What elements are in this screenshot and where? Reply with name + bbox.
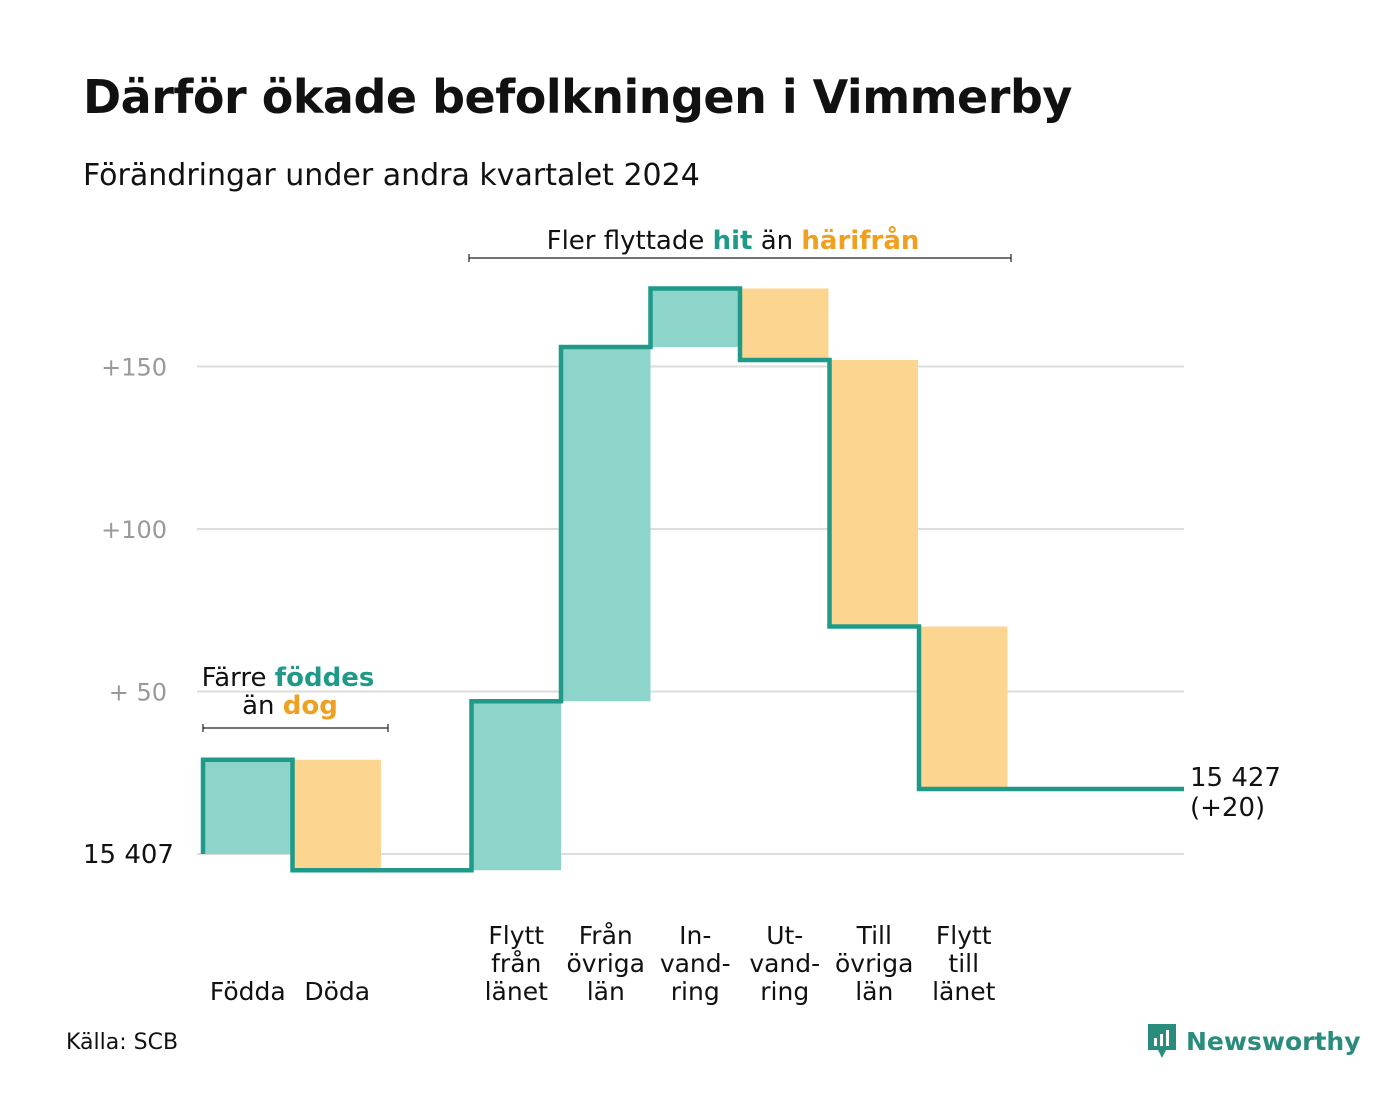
category-label: Flytt	[488, 921, 544, 950]
bar-increase	[204, 759, 293, 854]
annotation-highlight-orange: härifrån	[801, 224, 919, 256]
annotation-highlight-teal: hit	[713, 226, 753, 256]
category-label: Ut-	[766, 921, 803, 950]
newsworthy-logo[interactable]: Newsworthy	[1146, 1022, 1361, 1060]
annotation-highlight-orange: dog	[283, 691, 338, 721]
annotation-text: Fler flyttade	[547, 226, 713, 256]
category-label: län	[587, 977, 625, 1006]
chart-title: Därför ökade befolkningen i Vimmerby	[83, 70, 1072, 124]
annotation-right-bracket	[468, 254, 1012, 262]
category-label: vand-	[749, 949, 820, 978]
end-value-label: 15 427	[1190, 763, 1281, 793]
newsworthy-logo-text: Newsworthy	[1186, 1026, 1361, 1056]
y-tick-label: + 50	[109, 679, 167, 707]
bar-decrease	[829, 360, 918, 627]
bar-decrease	[740, 288, 829, 360]
category-label: Flytt	[936, 921, 992, 950]
category-label: till	[948, 949, 979, 978]
annotation-left-line2: än dog	[242, 691, 338, 721]
annotation-text: Färre	[202, 663, 275, 693]
bar-decrease	[919, 626, 1008, 789]
annotation-right: Fler flyttade hit än härifrån	[547, 224, 920, 256]
annotation-highlight-teal: föddes	[275, 663, 375, 693]
annotation-text: än	[752, 226, 801, 256]
y-tick-label: +150	[101, 354, 167, 382]
bar-increase	[651, 288, 740, 347]
annotation-left-bracket	[202, 724, 389, 732]
base-value-label: 15 407	[83, 840, 174, 870]
source-note: Källa: SCB	[66, 1030, 179, 1055]
bar-increase	[472, 701, 561, 871]
category-label: In-	[679, 921, 711, 950]
category-label: Döda	[304, 977, 370, 1006]
category-label: Till	[856, 921, 892, 950]
category-label: vand-	[660, 949, 731, 978]
y-tick-label: +100	[101, 516, 167, 544]
category-label: Födda	[210, 977, 286, 1006]
category-label: ring	[671, 977, 720, 1006]
annotation-text: än	[242, 691, 283, 721]
category-label: länet	[485, 977, 548, 1006]
category-label: övriga	[835, 949, 914, 978]
category-label: ring	[760, 977, 809, 1006]
category-label: län	[855, 977, 893, 1006]
annotation-left-line1: Färre föddes	[202, 663, 375, 693]
step-line	[200, 286, 1184, 873]
category-label: från	[491, 949, 541, 978]
bar-increase	[562, 347, 651, 702]
bar-decrease	[292, 759, 381, 871]
category-label: övriga	[566, 949, 645, 978]
category-label: Från	[579, 921, 633, 950]
newsworthy-logo-icon	[1148, 1024, 1176, 1058]
end-value-label: (+20)	[1190, 793, 1265, 823]
chart-subtitle: Förändringar under andra kvartalet 2024	[83, 158, 700, 193]
category-label: länet	[932, 977, 995, 1006]
